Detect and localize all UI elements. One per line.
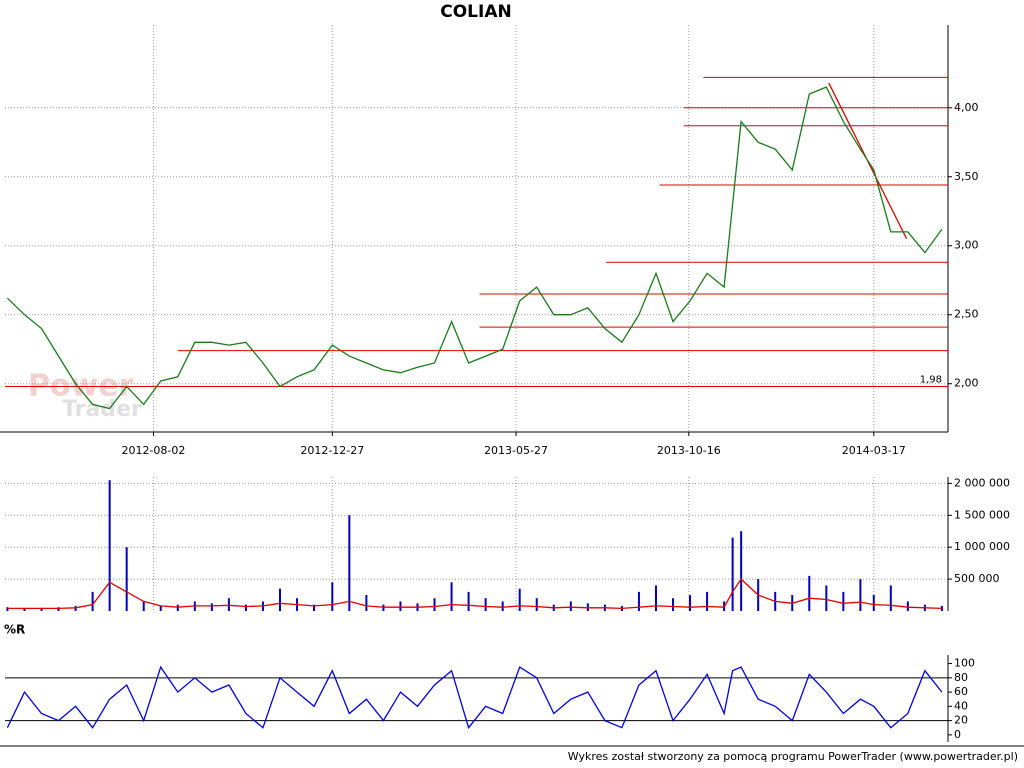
x-tick-label: 2012-12-27 (300, 444, 364, 457)
y-tick-label: 3,50 (954, 170, 979, 183)
footer: Wykres został stworzony za pomocą progra… (568, 750, 1018, 763)
volume-bar (731, 537, 734, 611)
volume-bar (889, 585, 892, 611)
watermark: Trader (62, 397, 142, 422)
line-series (7, 578, 942, 610)
y-tick-label: 2 000 000 (954, 476, 1010, 489)
volume-bar (57, 607, 60, 611)
y-tick-label: 40 (954, 699, 968, 712)
y-tick-label: 20 (954, 714, 968, 727)
y-tick-label: 2,00 (954, 377, 979, 390)
y-tick-label: 100 (954, 657, 975, 670)
y-tick-label: 1 000 000 (954, 540, 1010, 553)
volume-bar (331, 582, 334, 611)
volume-bar (637, 591, 640, 611)
x-tick-label: 2013-10-16 (657, 444, 721, 457)
volume-bar (484, 598, 487, 611)
y-tick-label: 2,50 (954, 308, 979, 321)
volume-bar (210, 603, 213, 611)
volume-bar (399, 601, 402, 611)
volume-bar (278, 588, 281, 611)
panel-title: %R (4, 623, 25, 637)
y-tick-label: 1 500 000 (954, 508, 1010, 521)
volume-bar (569, 601, 572, 611)
y-tick-label: 0 (954, 728, 961, 741)
volume-bar (6, 607, 9, 611)
volume-bar (740, 531, 743, 611)
volume-bar (906, 601, 909, 611)
volume-bar (654, 585, 657, 611)
chart-title: COLIAN (440, 2, 511, 22)
volume-bar (23, 608, 26, 611)
volume-bar (535, 598, 538, 611)
volume-bar (467, 591, 470, 611)
volume-bar (518, 588, 521, 611)
volume-bar (842, 591, 845, 611)
volume-bar (672, 598, 675, 611)
volume-bar (313, 604, 316, 611)
volume-bar (108, 480, 111, 611)
volume-bar (501, 601, 504, 611)
volume-bar (450, 582, 453, 611)
volume-bar (706, 591, 709, 611)
volume-bar (125, 547, 128, 611)
volume-bar (142, 601, 145, 611)
volume-bar (433, 598, 436, 611)
volume-bar (227, 598, 230, 611)
volume-bar (859, 579, 862, 611)
x-tick-label: 2014-03-17 (842, 444, 906, 457)
volume-bar (91, 591, 94, 611)
x-tick-label: 2012-08-02 (121, 444, 185, 457)
volume-bar (689, 595, 692, 611)
x-tick-label: 2013-05-27 (484, 444, 548, 457)
volume-bar (825, 585, 828, 611)
volume-bar (40, 607, 43, 611)
line-series (6, 86, 943, 410)
volume-bar (872, 595, 875, 611)
y-tick-label: 60 (954, 685, 968, 698)
level-label: 1,98 (920, 374, 942, 385)
volume-bar (348, 515, 351, 611)
volume-bar (159, 605, 162, 611)
y-tick-label: 500 000 (954, 572, 1000, 585)
volume-bar (365, 595, 368, 611)
volume-bar (244, 604, 247, 611)
volume-bar (940, 605, 943, 611)
y-tick-label: 4,00 (954, 101, 979, 114)
line-series (6, 665, 943, 730)
y-tick-label: 3,00 (954, 239, 979, 252)
volume-bar (808, 575, 811, 611)
y-tick-label: 80 (954, 671, 968, 684)
